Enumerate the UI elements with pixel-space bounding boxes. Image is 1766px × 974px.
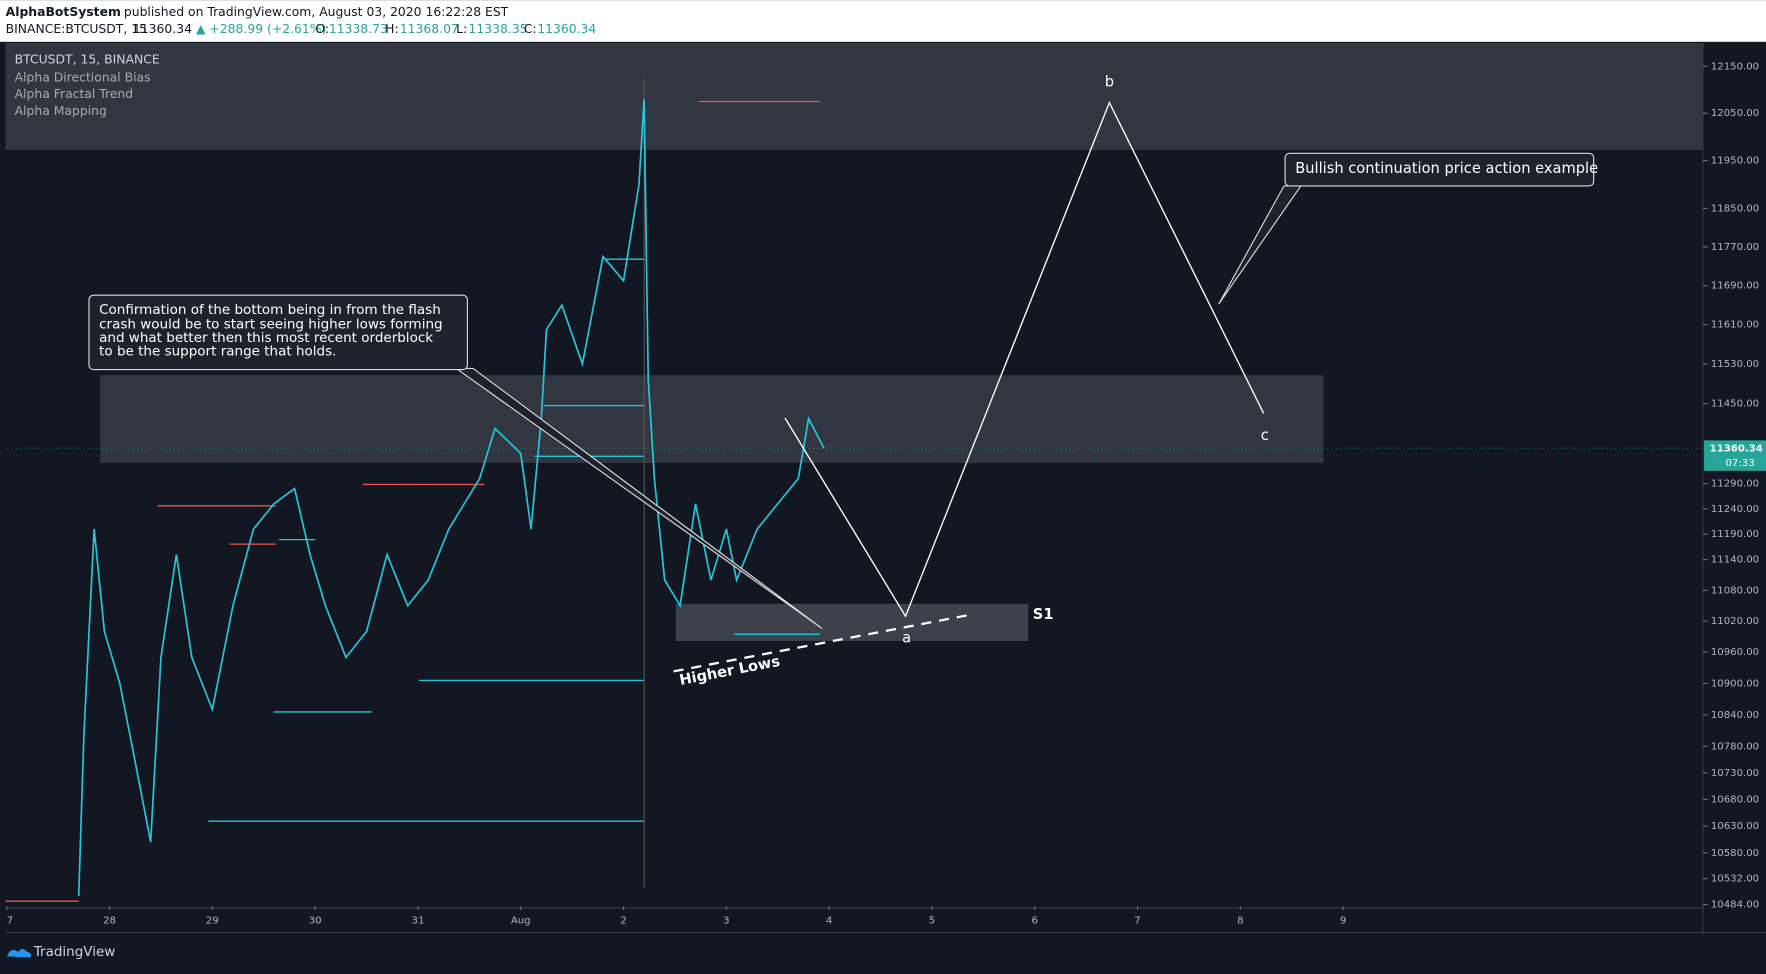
higher-lows-line: [673, 613, 969, 673]
support-label: S1: [1033, 606, 1054, 623]
x-tick-label: 8: [1237, 915, 1243, 926]
y-tick-label: 11240.00: [1711, 504, 1759, 515]
callout-1-line: and what better then this most recent or…: [99, 330, 433, 346]
y-tick-label: 11690.00: [1711, 281, 1759, 292]
y-tick-label: 10532.00: [1711, 874, 1759, 885]
x-tick-label: 3: [723, 915, 729, 926]
legend-title: BTCUSDT, 15, BINANCE: [15, 52, 160, 66]
y-tick-label: 11190.00: [1711, 529, 1759, 540]
x-tick-label: 2: [620, 915, 626, 926]
wave-a: a: [902, 630, 911, 647]
callout-1-line: crash would be to start seeing higher lo…: [99, 317, 442, 333]
footer: TradingView: [33, 944, 116, 960]
x-tick-label: 29: [206, 915, 219, 926]
x-tick-label: 7: [1134, 915, 1140, 926]
published: published on TradingView.com, August 03,…: [124, 5, 509, 19]
projection-path: [784, 100, 1265, 618]
price-line: [77, 99, 825, 896]
y-tick-label: 11080.00: [1711, 585, 1759, 596]
y-tick-label: 10680.00: [1711, 794, 1759, 805]
legend-item: Alpha Fractal Trend: [15, 87, 133, 101]
y-tick-label: 11530.00: [1711, 359, 1759, 370]
y-tick-label: 11020.00: [1711, 616, 1759, 627]
x-tick-label: 30: [309, 915, 322, 926]
cyan-levels: [208, 258, 820, 822]
y-tick-label: 12150.00: [1711, 61, 1759, 72]
open: 11338.73: [329, 22, 388, 36]
y-tick-label: 11850.00: [1711, 203, 1759, 214]
callout-1: [88, 294, 468, 371]
high: 11368.07: [400, 22, 459, 36]
range-zone: [100, 375, 1324, 464]
symbol: BINANCE:BTCUSDT, 15: [6, 22, 147, 36]
wave-c: c: [1261, 427, 1269, 444]
change: ▲ +288.99 (+2.61%): [196, 22, 326, 36]
x-tick-label: 6: [1032, 915, 1038, 926]
y-tick-label: 10484.00: [1711, 900, 1759, 911]
y-tick-label: 10630.00: [1711, 821, 1759, 832]
legend-item: Alpha Directional Bias: [15, 70, 151, 84]
x-tick-label: Aug: [511, 915, 531, 926]
low: 11338.35: [469, 22, 528, 36]
y-tick-label: 12050.00: [1711, 108, 1759, 119]
y-tick-label: 11140.00: [1711, 555, 1759, 566]
close-label: C:: [524, 22, 537, 36]
y-tick-label: 11450.00: [1711, 399, 1759, 410]
countdown: 07:33: [1725, 458, 1754, 469]
last-price-label: 11360.34: [1710, 443, 1763, 454]
header-bar: [0, 0, 1766, 42]
y-tick-label: 10580.00: [1711, 848, 1759, 859]
support-zone: [675, 603, 1029, 641]
wave-b: b: [1105, 73, 1114, 90]
y-tick-label: 10960.00: [1711, 647, 1759, 658]
supply-zone: [5, 42, 1703, 150]
y-tick-label: 10730.00: [1711, 768, 1759, 779]
open-label: O:: [315, 22, 329, 36]
y-tick-label: 11950.00: [1711, 156, 1759, 167]
y-tick-label: 10900.00: [1711, 678, 1759, 689]
x-tick-label: 4: [826, 915, 832, 926]
callout-1-line: to be the support range that holds.: [99, 344, 336, 360]
last-price-tag: [1704, 440, 1766, 471]
author: AlphaBotSystem: [6, 5, 121, 19]
callout-2: [1284, 152, 1595, 187]
callout-1-line: Confirmation of the bottom being in from…: [99, 302, 441, 318]
x-tick-label: 28: [103, 915, 116, 926]
logo: [6, 949, 32, 958]
y-tick-label: 10840.00: [1711, 710, 1759, 721]
close: 11360.34: [537, 22, 596, 36]
red-levels: [5, 100, 820, 902]
y-tick-label: 11290.00: [1711, 479, 1759, 490]
high-label: H:: [385, 22, 398, 36]
low-label: L:: [456, 22, 467, 36]
y-tick-label: 11610.00: [1711, 320, 1759, 331]
y-tick-label: 10780.00: [1711, 741, 1759, 752]
callout-2-text: Bullish continuation price action exampl…: [1295, 160, 1598, 177]
y-tick-label: 11770.00: [1711, 242, 1759, 253]
legend-item: Alpha Mapping: [15, 104, 107, 118]
x-tick-label: 5: [929, 915, 935, 926]
x-tick-label: 7: [7, 915, 13, 926]
x-tick-label: 9: [1340, 915, 1346, 926]
last: 11360.34: [133, 22, 192, 36]
x-tick-label: 31: [412, 915, 425, 926]
